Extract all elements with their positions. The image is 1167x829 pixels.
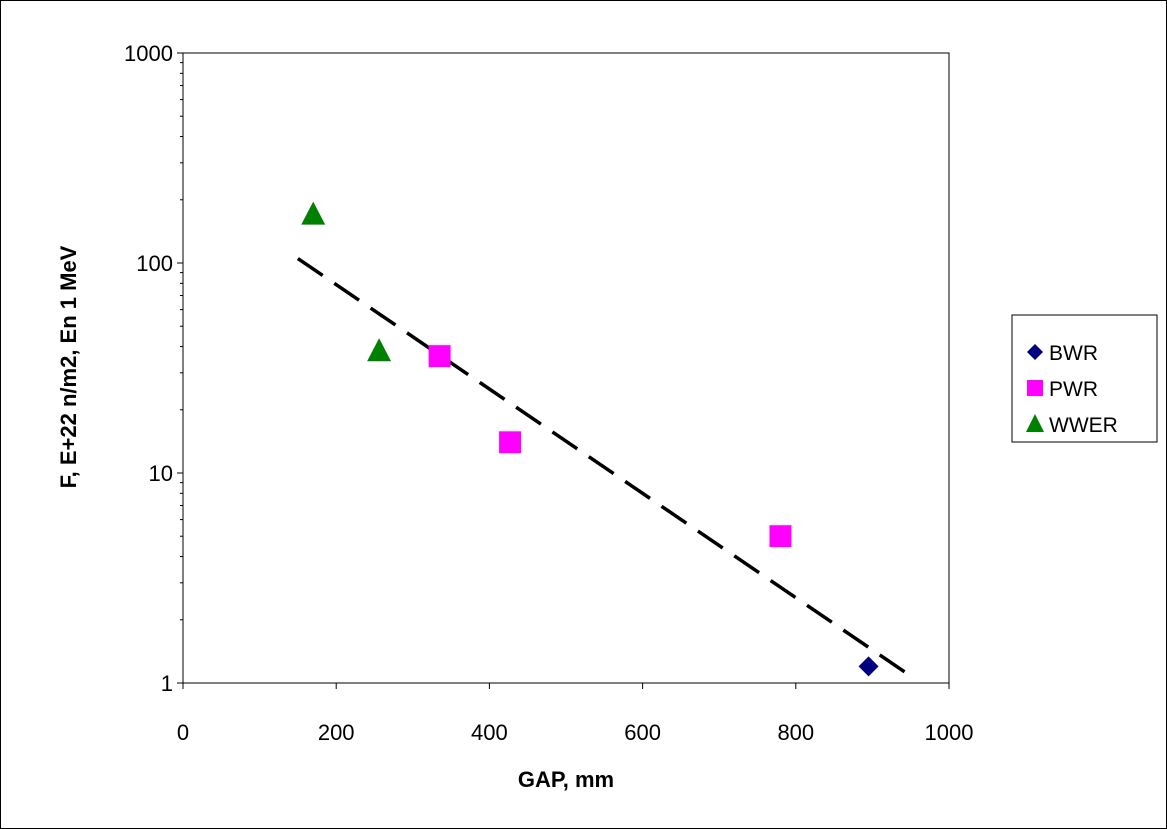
legend-marker-bwr — [1027, 344, 1043, 360]
legend-label-pwr: PWR — [1049, 378, 1098, 401]
x-tick-label: 600 — [624, 720, 661, 745]
x-tick-label: 800 — [777, 720, 814, 745]
legend-marker-wwer — [1026, 414, 1044, 432]
trendline — [296, 257, 912, 678]
y-tick-label: 1000 — [124, 41, 173, 66]
legend-marker-pwr — [1027, 380, 1043, 396]
y-tick-label: 1 — [161, 671, 173, 696]
x-axis: 0 200 400 600 800 1000 — [177, 683, 974, 745]
x-tick-label: 400 — [471, 720, 508, 745]
x-tick-label: 0 — [177, 720, 189, 745]
point-wwer — [301, 201, 326, 225]
x-tick-label: 200 — [318, 720, 355, 745]
point-bwr — [858, 656, 879, 677]
trendline-path — [296, 257, 912, 678]
point-wwer — [367, 338, 392, 362]
x-axis-title: GAP, mm — [518, 767, 614, 792]
point-pwr — [769, 525, 792, 548]
point-pwr — [428, 345, 451, 368]
point-pwr — [499, 431, 522, 454]
y-tick-label: 10 — [149, 461, 173, 486]
y-axis: 1 10 100 1000 — [124, 41, 183, 696]
y-tick-label: 100 — [136, 251, 173, 276]
plot-area — [182, 52, 950, 684]
legend-label-wwer: WWER — [1049, 414, 1118, 437]
data-points — [301, 201, 879, 677]
x-tick-label: 1000 — [925, 720, 974, 745]
legend: BWR PWR WWER — [1011, 314, 1158, 443]
legend-label-bwr: BWR — [1049, 342, 1098, 365]
y-axis-title: F, E+22 n/m2, En 1 MeV — [56, 245, 81, 488]
